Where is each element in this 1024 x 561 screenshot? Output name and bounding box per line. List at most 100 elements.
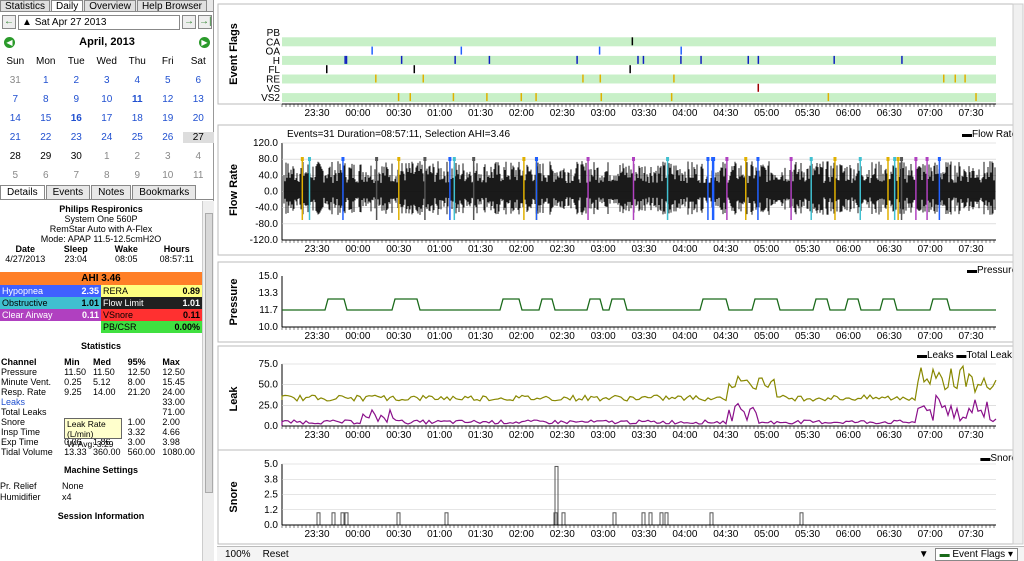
- scroll-thumb[interactable]: [205, 213, 213, 493]
- calendar-day[interactable]: 4: [195, 151, 202, 162]
- calendar-day[interactable]: 7: [73, 170, 80, 181]
- flow-rate-ytick: 40.0: [259, 170, 279, 181]
- last-day-button[interactable]: →|: [198, 15, 212, 29]
- stat-cell: 15.45: [162, 377, 185, 387]
- calendar-day[interactable]: 22: [40, 132, 52, 143]
- calendar-day[interactable]: 12: [162, 94, 174, 105]
- calendar-day[interactable]: 5: [12, 170, 19, 181]
- calendar-day[interactable]: 3: [164, 151, 171, 162]
- tab-notes[interactable]: Notes: [91, 185, 132, 199]
- setting-row: Pr. Relief None: [0, 481, 202, 492]
- calendar-day[interactable]: 21: [9, 132, 21, 143]
- calendar-day[interactable]: 30: [70, 151, 82, 162]
- calendar-day[interactable]: 11: [131, 94, 143, 105]
- calendar-day[interactable]: 2: [134, 151, 141, 162]
- calendar-day[interactable]: 26: [162, 132, 174, 143]
- calendar-day[interactable]: 2: [73, 75, 80, 86]
- details-scrollbar[interactable]: [202, 201, 214, 561]
- graph-area: Event Flags PB CA OA H FL RE VS VS2 23:30 00:00 00:…: [217, 0, 1024, 561]
- event-flags-time-label: 03:30: [631, 108, 656, 119]
- reset-button[interactable]: Reset: [262, 548, 289, 560]
- tab-details[interactable]: Details: [0, 185, 45, 199]
- flow-event-marker: [375, 157, 379, 161]
- collapse-icon[interactable]: ▲: [22, 16, 32, 28]
- calendar-day[interactable]: 31: [9, 75, 21, 86]
- tab-events[interactable]: Events: [45, 185, 91, 199]
- calendar-day[interactable]: 29: [40, 151, 52, 162]
- calendar-day[interactable]: 20: [192, 113, 204, 124]
- calendar-day[interactable]: 10: [162, 170, 174, 181]
- graph-selector[interactable]: ▬ Event Flags ▾: [934, 547, 1018, 561]
- leak-time-label: 06:30: [877, 430, 902, 441]
- flow-event-marker: [300, 157, 304, 161]
- calendar-day[interactable]: 17: [101, 113, 113, 124]
- calendar-day[interactable]: 9: [73, 94, 80, 105]
- event-row-label: OA: [266, 47, 281, 58]
- calendar-day[interactable]: 4: [134, 75, 141, 86]
- snore-time-label: 01:00: [427, 529, 452, 540]
- leak-time-label: 07:00: [918, 430, 943, 441]
- next-month-icon[interactable]: ▶: [198, 36, 210, 48]
- calendar-day[interactable]: 18: [131, 113, 143, 124]
- stat-cell: Total Leaks: [1, 407, 47, 417]
- calendar-day[interactable]: 15: [40, 113, 52, 124]
- leak-time-label: 05:00: [754, 430, 779, 441]
- calendar-day[interactable]: 14: [9, 113, 21, 124]
- weekday-wed: Wed: [96, 56, 117, 67]
- snore-legend: ▬Snore: [980, 453, 1017, 464]
- calendar-day[interactable]: 25: [131, 132, 143, 143]
- leak-time-label: 03:30: [631, 430, 656, 441]
- calendar-day[interactable]: 8: [103, 170, 110, 181]
- index-label: Obstructive: [2, 298, 48, 308]
- tab-overview[interactable]: Overview: [84, 0, 136, 12]
- calendar-day[interactable]: 24: [101, 132, 113, 143]
- calendar-day[interactable]: 23: [70, 132, 82, 143]
- calendar-day[interactable]: 13: [192, 94, 204, 105]
- machine-model: System One 560P: [64, 214, 138, 224]
- prev-day-button[interactable]: ←: [2, 15, 16, 29]
- calendar-day[interactable]: 28: [9, 151, 21, 162]
- index-value: 0.11: [81, 310, 99, 320]
- calendar-day[interactable]: 6: [195, 75, 202, 86]
- next-day-button[interactable]: →: [182, 15, 196, 29]
- event-flags-time-label: 05:00: [754, 108, 779, 119]
- index-label: PB/CSR: [103, 322, 137, 332]
- flow-rate-time-label: 01:30: [468, 244, 493, 255]
- stat-cell: 14.00: [92, 387, 116, 397]
- calendar-day[interactable]: 5: [164, 75, 171, 86]
- calendar-day[interactable]: 27: [183, 132, 214, 143]
- detail-tabs: Details Events Notes Bookmarks: [0, 185, 214, 200]
- flow-event-marker: [937, 157, 941, 161]
- calendar-day[interactable]: 9: [134, 170, 141, 181]
- tab-daily[interactable]: Daily: [51, 0, 84, 12]
- leak-ytick: 50.0: [259, 380, 279, 391]
- snore-time-label: 03:00: [591, 529, 616, 540]
- calendar-day[interactable]: 7: [12, 94, 19, 105]
- calendar-day[interactable]: 10: [101, 94, 113, 105]
- event-flags-time-label: 03:00: [591, 108, 616, 119]
- tab-statistics[interactable]: Statistics: [0, 0, 51, 12]
- tab-help-browser[interactable]: Help Browser: [136, 0, 207, 12]
- date-picker[interactable]: ▲ Sat Apr 27 2013: [18, 14, 180, 30]
- prev-month-icon[interactable]: ◀: [4, 36, 15, 48]
- calendar-day[interactable]: 1: [103, 151, 110, 162]
- calendar-day[interactable]: 6: [42, 170, 49, 181]
- stat-cell: 360.00: [92, 447, 121, 457]
- snore-time-label: 05:30: [795, 529, 820, 540]
- calendar-day[interactable]: 16: [70, 113, 82, 124]
- indices-table: Hypopnea 2.35 RERA 0.89 Obstructive 1.01 Flow …: [0, 285, 202, 333]
- calendar-day[interactable]: 3: [103, 75, 110, 86]
- calendar-day[interactable]: 1: [42, 75, 49, 86]
- pressure-time-label: 00:30: [386, 331, 411, 342]
- calendar-day[interactable]: 11: [193, 170, 204, 181]
- flow-rate-time-label: 07:00: [918, 244, 943, 255]
- snore-ytick: 5.0: [264, 459, 278, 470]
- calendar-day[interactable]: 8: [42, 94, 49, 105]
- leak-ytick: 25.0: [259, 400, 279, 411]
- dropdown-arrow-icon[interactable]: ▼: [918, 548, 929, 560]
- pressure-time-label: 02:30: [550, 331, 575, 342]
- event-flags-frame: [217, 3, 1024, 105]
- tab-bookmarks[interactable]: Bookmarks: [132, 185, 197, 199]
- calendar-day[interactable]: 19: [162, 113, 174, 124]
